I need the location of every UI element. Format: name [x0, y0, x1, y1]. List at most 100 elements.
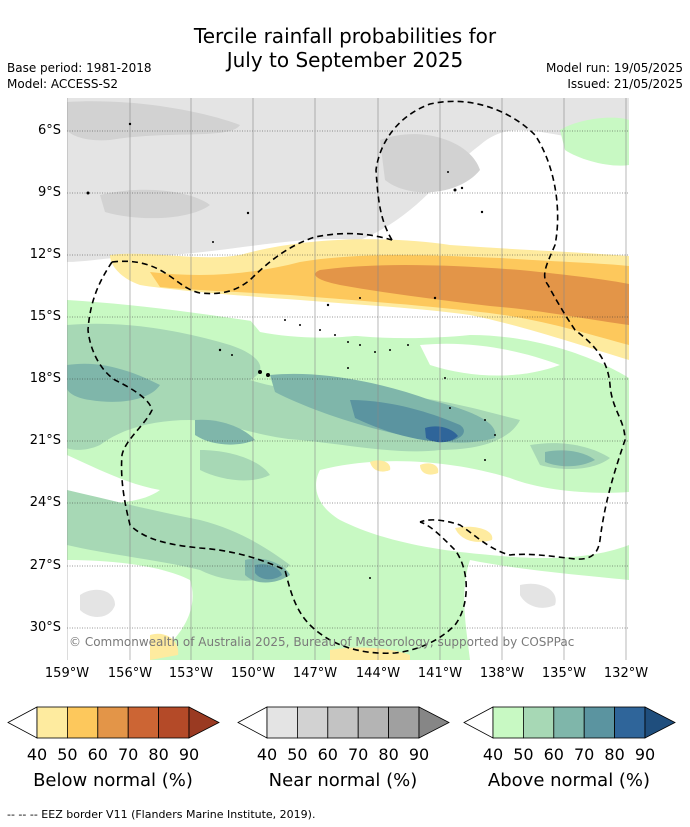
near-normal-patch [80, 589, 115, 617]
below-normal-patch [330, 647, 410, 660]
near-normal-region-50 [67, 101, 240, 141]
colorbar [463, 706, 676, 739]
issued-date: Issued: 21/05/2025 [567, 77, 683, 91]
above-normal-region-70 [255, 564, 282, 580]
colorbar-segment [553, 706, 585, 739]
chart-title-line1: Tercile rainfall probabilities for [193, 24, 497, 48]
colorbar-segment [97, 706, 129, 739]
colorbar-tick-label: 60 [317, 745, 338, 764]
colorbar-segment [237, 706, 268, 739]
above-normal-region-50 [67, 490, 290, 581]
colorbar-title: Below normal (%) [33, 770, 193, 791]
colorbar-segment [614, 706, 646, 739]
colorbar-tick-label: 40 [26, 745, 48, 764]
no-signal-gap [464, 560, 629, 660]
colorbar-segment [127, 706, 159, 739]
colorbar-segment [583, 706, 615, 739]
colorbar-ticks: 40 50 60 70 80 90 [237, 745, 449, 765]
colorbar-tick-label: 40 [482, 745, 504, 764]
colorbar-segment [297, 706, 329, 739]
near-normal-region-50 [100, 189, 210, 219]
colorbar-segment [7, 706, 38, 739]
longitude-label: 156°W [107, 666, 153, 681]
meta-left: Base period: 1981-2018 Model: ACCESS-S2 [7, 60, 152, 92]
colorbar-segment [418, 706, 450, 739]
near-normal-region [67, 98, 629, 262]
longitude-label: 150°W [230, 666, 276, 681]
no-signal-gap [250, 316, 390, 338]
colorbar-segment [67, 706, 99, 739]
colorbar-ticks: 40 50 60 70 80 90 [7, 745, 219, 765]
below-normal-region-60 [315, 265, 629, 325]
colorbar-tick-label: 70 [118, 745, 139, 764]
above-normal-region-60 [545, 450, 595, 467]
longitude-label: 153°W [168, 666, 214, 681]
latitude-label: 30°S [29, 620, 61, 635]
latitude-label: 6°S [37, 123, 61, 138]
longitude-label: 141°W [417, 666, 463, 681]
below-normal-patch [455, 526, 493, 542]
below-normal-patch [370, 460, 391, 472]
model-run: Model run: 19/05/2025 [545, 61, 683, 75]
colorbar-tick-label: 70 [348, 745, 369, 764]
colorbar-segment [158, 706, 190, 739]
colorbar-segment [357, 706, 389, 739]
copyright-notice: © Commonwealth of Australia 2025, Bureau… [69, 635, 575, 649]
near-normal-region-50 [380, 134, 480, 193]
latitude-label: 12°S [29, 247, 61, 262]
base-period: Base period: 1981-2018 [7, 61, 152, 75]
colorbar-tick-label: 90 [634, 745, 656, 764]
above-normal-region [560, 117, 629, 166]
colorbar-tick-label: 60 [543, 745, 564, 764]
rainfall-map [67, 98, 629, 660]
colorbar-tick-label: 90 [178, 745, 200, 764]
longitude-label: 159°W [44, 666, 90, 681]
colorbar [237, 706, 450, 739]
longitude-label: 138°W [479, 666, 525, 681]
colorbar-tick-label: 40 [256, 745, 278, 764]
eez-border [87, 100, 626, 655]
colorbar-title: Near normal (%) [268, 770, 418, 791]
colorbar-tick-label: 80 [378, 745, 399, 764]
colorbar-tick-label: 60 [87, 745, 108, 764]
map-gridlines [67, 98, 629, 660]
no-signal-gap [420, 343, 560, 376]
longitude-label: 132°W [603, 666, 649, 681]
below-normal-patch [420, 463, 439, 475]
colorbar [7, 706, 220, 739]
longitude-label: 147°W [292, 666, 338, 681]
colorbar-tick-label: 50 [57, 745, 78, 764]
eez-footnote: -- -- -- EEZ border V11 (Flanders Marine… [7, 808, 316, 821]
above-normal-region-50 [200, 450, 270, 481]
colorbar-tick-label: 80 [604, 745, 625, 764]
colorbar-segment [188, 706, 220, 739]
no-signal-gap [316, 461, 629, 558]
colorbar-title: Above normal (%) [487, 770, 651, 791]
colorbar-segment [492, 706, 524, 739]
below-normal-patch [150, 633, 179, 660]
colorbar-tick-label: 70 [574, 745, 595, 764]
map-area [67, 98, 629, 660]
above-normal-region-80 [425, 426, 458, 443]
latitude-label: 21°S [29, 433, 61, 448]
latitude-label: 18°S [29, 371, 61, 386]
colorbar-tick-label: 50 [287, 745, 308, 764]
island-markers [86, 122, 496, 579]
latitude-label: 9°S [37, 185, 61, 200]
colorbar-segment [463, 706, 494, 739]
no-signal-gap [67, 455, 160, 503]
colorbar-segment [266, 706, 298, 739]
meta-right: Model run: 19/05/2025 Issued: 21/05/2025 [546, 60, 683, 92]
colorbar-tick-label: 80 [148, 745, 169, 764]
colorbar-segment [388, 706, 420, 739]
latitude-label: 15°S [29, 309, 61, 324]
model-name: Model: ACCESS-S2 [7, 77, 119, 91]
colorbar-segment [327, 706, 359, 739]
above-normal-region-60 [195, 419, 255, 445]
near-normal-patch [520, 583, 556, 608]
colorbar-ticks: 40 50 60 70 80 90 [463, 745, 675, 765]
chart-title-line2: July to September 2025 [226, 48, 464, 72]
latitude-label: 27°S [29, 558, 61, 573]
colorbar-tick-label: 90 [408, 745, 430, 764]
longitude-label: 144°W [355, 666, 401, 681]
